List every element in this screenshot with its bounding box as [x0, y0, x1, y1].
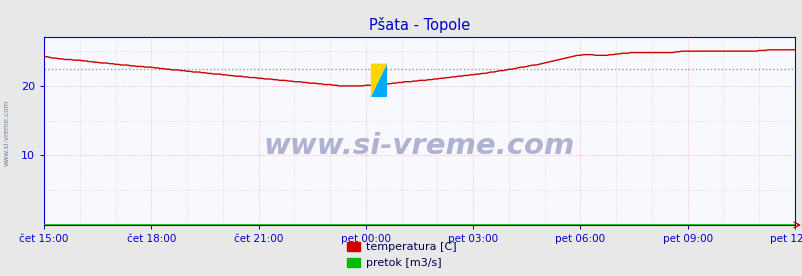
Polygon shape [371, 63, 387, 97]
Text: www.si-vreme.com: www.si-vreme.com [3, 99, 9, 166]
Title: Pšata - Topole: Pšata - Topole [368, 17, 470, 33]
Text: www.si-vreme.com: www.si-vreme.com [264, 132, 574, 160]
Polygon shape [371, 63, 387, 97]
Legend: temperatura [C], pretok [m3/s]: temperatura [C], pretok [m3/s] [344, 240, 458, 270]
